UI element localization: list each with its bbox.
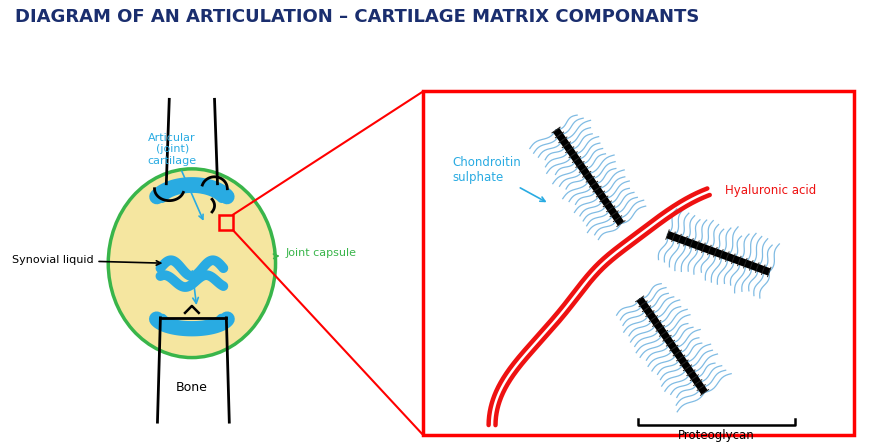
Text: Joint capsule: Joint capsule xyxy=(274,248,356,259)
Text: Chondroitin
sulphate: Chondroitin sulphate xyxy=(452,156,545,202)
Text: Synovial liquid: Synovial liquid xyxy=(11,255,161,265)
Text: Proteoglycan: Proteoglycan xyxy=(678,429,755,442)
Text: Bone: Bone xyxy=(176,381,208,394)
Bar xyxy=(219,214,233,231)
Text: DIAGRAM OF AN ARTICULATION – CARTILAGE MATRIX COMPONANTS: DIAGRAM OF AN ARTICULATION – CARTILAGE M… xyxy=(15,8,699,26)
Text: Articular
(joint)
cartilage: Articular (joint) cartilage xyxy=(148,133,203,219)
Text: Hyaluronic acid: Hyaluronic acid xyxy=(725,184,817,197)
Ellipse shape xyxy=(108,169,275,358)
Bar xyxy=(423,91,854,435)
